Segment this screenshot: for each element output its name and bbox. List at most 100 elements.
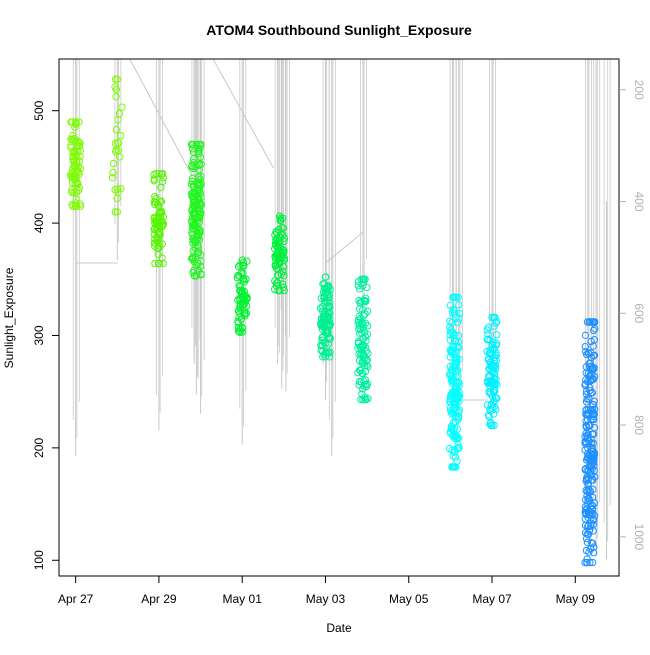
data-point	[192, 272, 201, 280]
secondary-connector-3	[325, 231, 364, 264]
y-tick-label: 500	[32, 100, 46, 120]
data-point	[362, 382, 371, 391]
data-point	[114, 116, 122, 124]
data-point	[455, 392, 464, 400]
data-point	[272, 261, 280, 269]
data-point	[159, 174, 167, 182]
data-point	[188, 145, 197, 153]
data-point	[236, 300, 244, 308]
data-point	[325, 317, 333, 326]
y-tick-label: 400	[32, 213, 46, 233]
data-point	[76, 200, 84, 208]
data-point	[116, 131, 125, 140]
data-point	[151, 200, 159, 209]
data-point	[582, 546, 591, 555]
data-point	[321, 308, 329, 316]
data-point	[587, 337, 595, 346]
data-point	[114, 146, 123, 155]
y-axis-left: 100 200 300 400 500	[32, 100, 59, 570]
data-point	[581, 380, 590, 388]
data-point	[358, 390, 366, 398]
data-point	[71, 161, 80, 169]
data-point	[274, 279, 282, 287]
data-point	[359, 323, 367, 332]
point-cluster-10	[581, 318, 599, 567]
data-point	[359, 350, 367, 358]
data-point	[590, 499, 599, 507]
data-point	[450, 404, 459, 413]
data-point	[187, 254, 196, 263]
data-point	[234, 262, 243, 271]
data-point	[590, 326, 598, 335]
x-tick-label: May 07	[472, 592, 512, 606]
data-point	[157, 170, 166, 178]
data-point	[450, 293, 459, 301]
data-point	[454, 414, 463, 422]
data-point	[238, 324, 247, 333]
data-point	[582, 410, 590, 419]
data-point	[581, 503, 590, 511]
data-point	[448, 376, 457, 385]
data-point	[486, 419, 494, 428]
data-point	[235, 272, 243, 280]
data-point	[189, 234, 197, 243]
data-point	[590, 372, 599, 381]
data-point	[589, 455, 598, 463]
data-point	[582, 398, 591, 406]
data-point	[236, 286, 245, 294]
data-point	[453, 318, 462, 327]
data-point	[114, 139, 123, 147]
data-point	[278, 280, 287, 288]
data-point	[364, 349, 372, 358]
data-point	[189, 217, 197, 226]
data-point	[361, 275, 369, 283]
data-point	[589, 401, 598, 409]
data-point	[111, 208, 120, 216]
data-point	[360, 382, 368, 390]
x-tick-label: May 05	[389, 592, 429, 606]
data-point	[69, 202, 77, 210]
data-point	[588, 558, 597, 567]
y-axis-right: 200 400 600 800 1000	[619, 80, 646, 551]
data-point	[237, 315, 246, 323]
data-point	[359, 321, 367, 329]
data-point	[450, 463, 459, 471]
data-point	[153, 221, 161, 229]
data-points	[66, 75, 599, 567]
data-point	[488, 404, 496, 412]
data-point	[354, 281, 363, 290]
data-point	[234, 323, 243, 332]
data-point	[109, 159, 118, 168]
data-point	[71, 202, 80, 210]
data-point	[157, 183, 165, 192]
data-point	[586, 461, 595, 469]
data-point	[68, 131, 77, 140]
data-point	[581, 495, 590, 504]
data-point	[196, 251, 205, 259]
data-point	[325, 293, 333, 302]
data-point	[583, 558, 591, 567]
data-point	[113, 194, 121, 203]
data-point	[587, 415, 595, 424]
data-point	[484, 411, 493, 419]
y2-tick-label: 400	[632, 192, 646, 212]
data-point	[277, 230, 285, 239]
data-point	[238, 328, 246, 336]
data-point	[360, 328, 369, 336]
data-point	[493, 331, 501, 339]
data-point	[236, 294, 244, 303]
data-point	[584, 369, 593, 378]
data-point	[450, 310, 459, 318]
data-point	[354, 316, 363, 324]
data-point	[73, 166, 81, 175]
data-point	[493, 394, 501, 403]
data-point	[589, 485, 597, 494]
data-point	[354, 318, 362, 327]
data-point	[358, 359, 366, 367]
data-point	[151, 259, 159, 268]
data-point	[194, 182, 203, 190]
data-point	[189, 221, 198, 229]
data-point	[588, 501, 597, 510]
data-point	[67, 135, 75, 144]
data-point	[196, 201, 205, 210]
